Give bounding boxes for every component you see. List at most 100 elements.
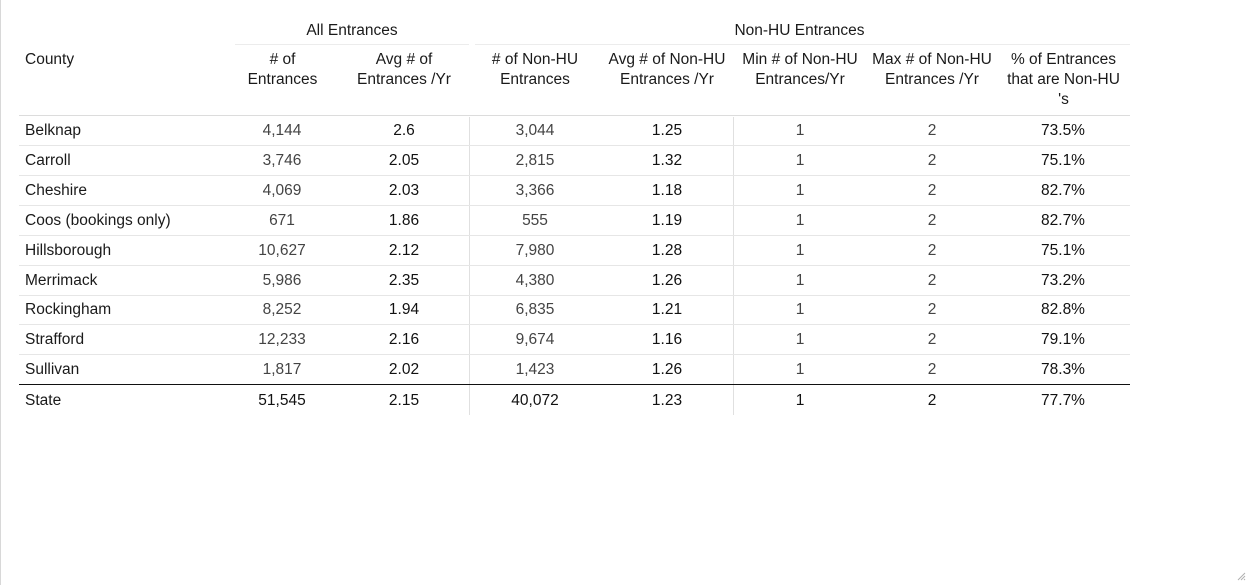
column-header-max-non-hu: Max # of Non-HU Entrances /Yr <box>872 51 992 88</box>
total-cell-0: State <box>25 392 62 409</box>
table-cell-2: 2.16 <box>388 331 420 349</box>
table-cell-5: 1 <box>795 181 805 199</box>
table-cell-4: 1.21 <box>651 301 683 319</box>
table-cell-5: 1 <box>795 361 805 379</box>
table-cell-4: 1.18 <box>651 181 683 199</box>
table-cell-0: Hillsborough <box>25 241 112 259</box>
table-cell-2: 2.35 <box>388 271 420 289</box>
table-cell-4: 1.16 <box>651 331 683 349</box>
total-cell-6: 2 <box>927 392 937 409</box>
table-cell-3: 3,044 <box>515 122 555 139</box>
table-cell-0: Strafford <box>25 331 85 349</box>
row-separator <box>19 295 1130 296</box>
table-cell-7: 73.2% <box>1041 271 1085 289</box>
table-cell-1: 4,144 <box>262 122 302 139</box>
table-cell-5: 1 <box>795 331 805 349</box>
table-cell-5: 1 <box>795 301 805 319</box>
total-cell-5: 1 <box>795 392 805 409</box>
table-cell-3: 4,380 <box>515 271 555 289</box>
table-cell-3: 1,423 <box>515 361 555 379</box>
table-cell-1: 671 <box>269 211 295 229</box>
table-cell-0: Carroll <box>25 151 71 169</box>
column-header-non-hu-entrances: # of Non-HU Entrances <box>491 51 579 88</box>
table-cell-7: 82.7% <box>1041 181 1085 199</box>
table-cell-6: 2 <box>927 122 937 139</box>
table-cell-4: 1.32 <box>651 151 683 169</box>
table-cell-2: 2.12 <box>388 241 420 259</box>
table-cell-2: 1.86 <box>388 211 420 229</box>
table-cell-5: 1 <box>795 241 805 259</box>
table-cell-6: 2 <box>927 211 937 229</box>
table-cell-2: 2.02 <box>388 361 420 379</box>
total-cell-7: 77.7% <box>1041 392 1085 409</box>
table-cell-3: 9,674 <box>515 331 555 349</box>
table-cell-7: 79.1% <box>1041 331 1085 349</box>
table-cell-4: 1.25 <box>651 122 683 139</box>
table-cell-1: 3,746 <box>262 151 302 169</box>
group-underline-non-hu <box>475 44 1130 45</box>
row-separator <box>19 324 1130 325</box>
row-separator <box>19 354 1130 355</box>
table-cell-7: 82.8% <box>1041 301 1085 319</box>
table-cell-3: 3,366 <box>515 181 555 199</box>
column-header-entrances: # of Entrances <box>247 51 318 88</box>
table-cell-0: Sullivan <box>25 361 80 379</box>
table-cell-6: 2 <box>927 301 937 319</box>
table-cell-4: 1.19 <box>651 211 683 229</box>
table-cell-5: 1 <box>795 122 805 139</box>
total-cell-2: 2.15 <box>388 392 420 409</box>
table-cell-6: 2 <box>927 271 937 289</box>
table-cell-6: 2 <box>927 151 937 169</box>
table-cell-3: 555 <box>522 211 548 229</box>
table-cell-3: 2,815 <box>515 151 555 169</box>
column-header-avg-entrances: Avg # of Entrances /Yr <box>357 51 451 88</box>
table-cell-4: 1.26 <box>651 361 683 379</box>
table-cell-7: 82.7% <box>1041 211 1085 229</box>
table-cell-6: 2 <box>927 331 937 349</box>
group-header-non-hu-entrances: Non-HU Entrances <box>734 22 865 39</box>
table-cell-1: 12,233 <box>258 331 306 349</box>
column-header-county: County <box>25 51 75 68</box>
row-separator <box>19 145 1130 146</box>
table-cell-2: 2.05 <box>388 151 420 169</box>
column-header-min-non-hu: Min # of Non-HU Entrances/Yr <box>742 51 858 88</box>
table-cell-5: 1 <box>795 151 805 169</box>
total-cell-4: 1.23 <box>651 392 683 409</box>
table-cell-7: 75.1% <box>1041 241 1085 259</box>
group-underline-all <box>235 44 469 45</box>
table-cell-2: 1.94 <box>388 301 420 319</box>
table-cell-0: Rockingham <box>25 301 112 319</box>
table-cell-6: 2 <box>927 181 937 199</box>
resize-grip-icon[interactable] <box>1236 571 1246 581</box>
header-separator <box>19 115 1130 116</box>
table-cell-3: 7,980 <box>515 241 555 259</box>
total-separator <box>19 384 1130 385</box>
table-cell-3: 6,835 <box>515 301 555 319</box>
table-cell-1: 1,817 <box>262 361 302 379</box>
table-cell-1: 10,627 <box>258 241 306 259</box>
table-cell-2: 2.03 <box>388 181 420 199</box>
table-cell-6: 2 <box>927 361 937 379</box>
total-cell-3: 40,072 <box>511 392 559 409</box>
table-cell-4: 1.26 <box>651 271 683 289</box>
table-cell-5: 1 <box>795 211 805 229</box>
row-separator <box>19 205 1130 206</box>
table-cell-0: Cheshire <box>25 181 88 199</box>
table-cell-5: 1 <box>795 271 805 289</box>
table-cell-0: Coos (bookings only) <box>25 211 171 229</box>
column-header-pct-non-hu: % of Entrances that are Non-HU 's <box>1007 51 1120 108</box>
column-divider-1 <box>469 117 470 415</box>
table-cell-7: 78.3% <box>1041 361 1085 379</box>
table-cell-1: 4,069 <box>262 181 302 199</box>
total-cell-1: 51,545 <box>258 392 306 409</box>
table-cell-7: 73.5% <box>1041 122 1085 139</box>
row-separator <box>19 175 1130 176</box>
column-header-avg-non-hu: Avg # of Non-HU Entrances /Yr <box>608 51 726 88</box>
table-cell-0: Merrimack <box>25 271 98 289</box>
row-separator <box>19 235 1130 236</box>
row-separator <box>19 265 1130 266</box>
column-divider-2 <box>733 117 734 415</box>
group-header-all-entrances: All Entrances <box>306 22 398 39</box>
table-cell-6: 2 <box>927 241 937 259</box>
